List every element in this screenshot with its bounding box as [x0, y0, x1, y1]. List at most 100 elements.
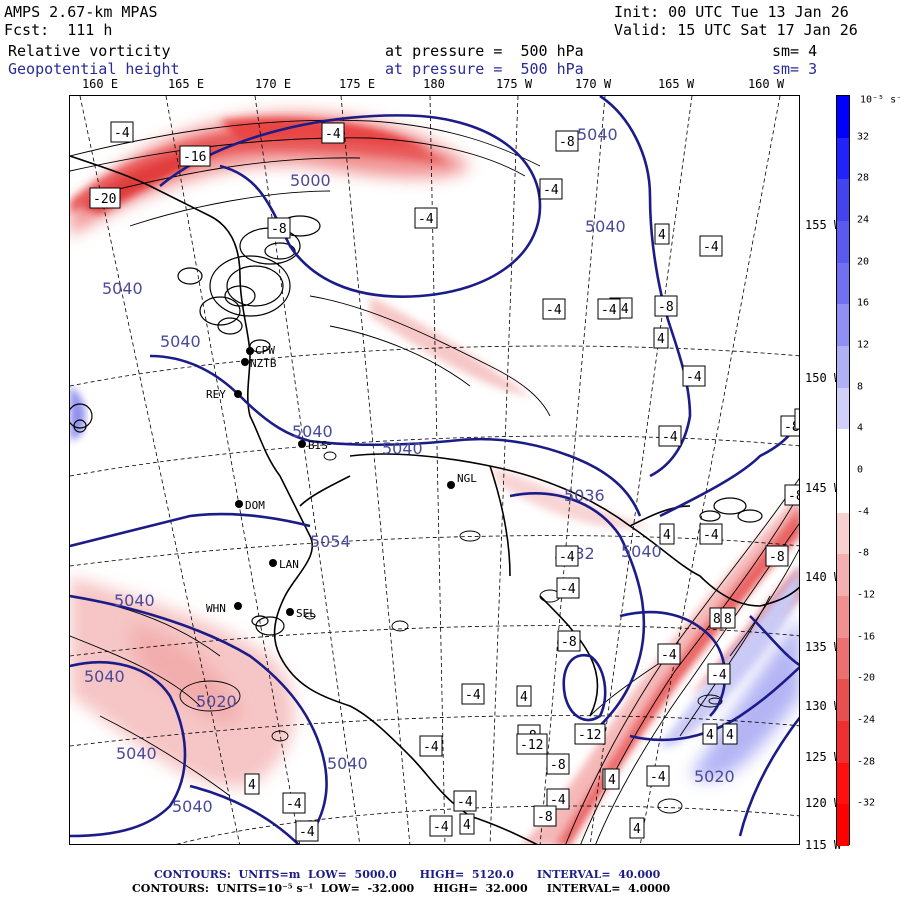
vorticity-label: -4 [282, 792, 306, 814]
vorticity-label-text: -4 [325, 127, 341, 142]
vorticity-label-text: -8 [559, 135, 575, 150]
vorticity-label: -4 [658, 425, 682, 447]
colorbar-tick-label: -8 [857, 547, 870, 559]
vorticity-label-box [461, 683, 485, 705]
station-marker[interactable] [447, 481, 455, 489]
colorbar [836, 95, 850, 847]
field2-level: at pressure = 500 hPa [385, 60, 584, 78]
vorticity-label-box [282, 792, 306, 814]
colorbar-segment [837, 387, 849, 430]
colorbar-tick-label: -12 [857, 589, 876, 601]
vorticity-label-text: -20 [93, 192, 116, 207]
station-marker[interactable] [286, 608, 294, 616]
vorticity-label-text: 8 [713, 612, 721, 627]
vorticity-label-text: -4 [559, 550, 575, 565]
vorticity-label-text: -4 [543, 183, 559, 198]
colorbar-tick-label: -24 [857, 714, 876, 726]
vorticity-label: -8 [546, 753, 570, 775]
vorticity-label-text: -8 [537, 810, 553, 825]
vorticity-label: -16 [179, 145, 211, 167]
vorticity-label-text: -4 [418, 212, 434, 227]
colorbar-segment [837, 179, 849, 222]
vorticity-label-box [722, 723, 738, 745]
station-marker[interactable] [234, 602, 242, 610]
station-label: WHN [206, 602, 226, 615]
longitude-label: 160 E [81, 77, 119, 91]
longitude-label: 180 [423, 77, 445, 91]
colorbar-tick-label: 0 [857, 464, 864, 476]
vorticity-label: -4 [546, 788, 570, 810]
colorbar-segment [837, 304, 849, 347]
vorticity-label-text: 8 [724, 612, 732, 627]
vorticity-label: -8 [267, 217, 291, 239]
colorbar-tick-label: 20 [857, 256, 870, 268]
vorticity-label-text: -8 [658, 300, 674, 315]
vorticity-label-text: -8 [271, 222, 287, 237]
latitude-label: 125 W [805, 750, 842, 764]
vorticity-label-box [542, 298, 566, 320]
vorticity-label-box [516, 685, 532, 707]
height-label: 5036 [564, 486, 605, 505]
vorticity-label: -4 [295, 820, 319, 842]
height-label: 5040 [292, 422, 333, 441]
vorticity-label: -4 [110, 121, 134, 143]
colorbar-tick-label: -28 [857, 756, 876, 768]
vorticity-label-text: -4 [661, 648, 677, 663]
vorticity-label-box [110, 121, 134, 143]
vorticity-label: -8 [794, 408, 799, 430]
vorticity-label-text: 4 [608, 773, 616, 788]
station-marker[interactable] [241, 358, 249, 366]
colorbar-tick-label: 12 [857, 339, 870, 351]
station-marker[interactable] [235, 500, 243, 508]
vorticity-label-text: 4 [726, 728, 734, 743]
init-time: Init: 00 UTC Tue 13 Jan 26 [614, 3, 849, 21]
colorbar-tick-label: 4 [857, 422, 864, 434]
height-contours [70, 96, 799, 844]
colorbar-tick-label: -20 [857, 672, 876, 684]
station-label: BIS [308, 439, 328, 452]
vorticity-label-text: -8 [550, 758, 566, 773]
vorticity-label: 4 [604, 768, 620, 790]
vorticity-label: -12 [516, 733, 548, 755]
vorticity-label-box [699, 523, 723, 545]
vorticity-label-text: -4 [114, 126, 130, 141]
height-label: 5040 [102, 279, 143, 298]
vorticity-label: -8 [765, 545, 789, 567]
vorticity-label-text: -4 [433, 820, 449, 835]
graticule [70, 96, 799, 844]
vorticity-contours [70, 119, 799, 844]
station-marker[interactable] [234, 390, 242, 398]
station-marker[interactable] [246, 347, 254, 355]
vorticity-label: -4 [707, 663, 731, 685]
vorticity-label: -4 [419, 735, 443, 757]
vorticity-label: -4 [556, 577, 580, 599]
vorticity-label-box [546, 753, 570, 775]
vorticity-label-box [555, 545, 579, 567]
vorticity-label-box [414, 207, 438, 229]
vorticity-label-box [179, 145, 211, 167]
vorticity-label-text: -8 [769, 550, 785, 565]
vorticity-label-box [794, 408, 799, 430]
longitude-label: 170 W [574, 77, 612, 91]
vorticity-contour-info: CONTOURS: UNITS=10⁻⁵ s⁻¹ LOW= -32.000 HI… [132, 882, 671, 895]
colorbar-segment [837, 637, 849, 680]
latitude-label: 140 W [805, 570, 842, 584]
vorticity-label: -4 [597, 298, 621, 320]
station-marker[interactable] [269, 559, 277, 567]
colorbar-segment [837, 262, 849, 305]
model-title: AMPS 2.67-km MPAS [4, 3, 158, 21]
height-label: 5040 [577, 125, 618, 144]
vorticity-label-box [574, 723, 606, 745]
latitude-label: 155 W [805, 218, 842, 232]
vorticity-label-box [604, 768, 620, 790]
height-label: 5040 [114, 591, 155, 610]
height-contour-info: CONTOURS: UNITS=m LOW= 5000.0 HIGH= 5120… [154, 868, 661, 881]
field1-smoothing: sm= 4 [772, 42, 818, 60]
vorticity-label-text: -4 [703, 528, 719, 543]
vorticity-label: -4 [555, 545, 579, 567]
vorticity-label: 4 [653, 327, 669, 349]
height-labels: 5040 5040 5040 5040 5040 5040 5040 5040 … [84, 125, 735, 816]
station-label: SEL [296, 607, 316, 620]
vorticity-label-text: -8 [561, 635, 577, 650]
station-marker[interactable] [298, 440, 306, 448]
